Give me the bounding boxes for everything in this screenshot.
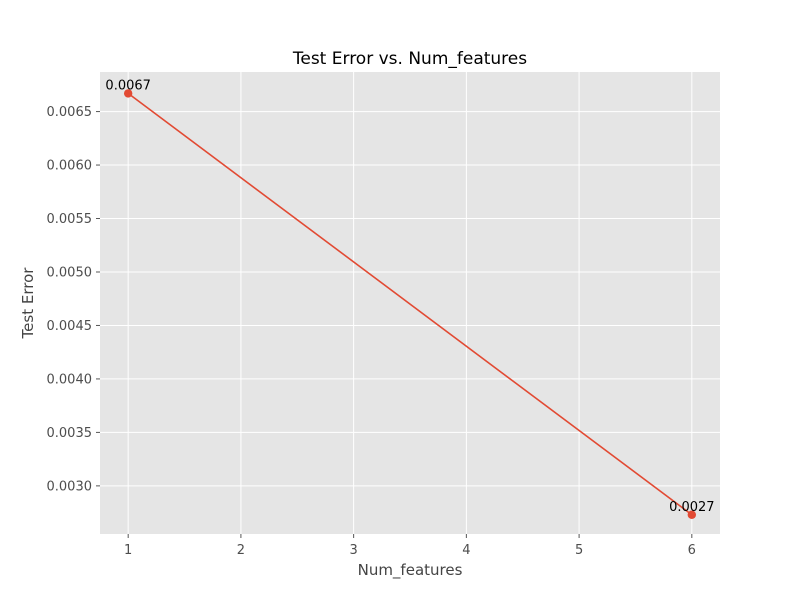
chart-title: Test Error vs. Num_features [292,49,527,69]
series-layer: 0.0067 0.0027 [105,78,715,519]
axis-ticks: 1 2 3 4 5 6 0.0030 0.0035 0.0040 0.0045 0.0050 0.00… [47,105,696,558]
x-tick-label: 5 [575,543,583,558]
x-tick-label: 2 [237,543,245,558]
data-point [123,89,133,98]
y-axis-label: Test Error [19,267,37,340]
y-tick-label: 0.0055 [47,212,93,227]
series-line [127,92,693,516]
x-axis-label: Num_features [358,561,463,580]
y-tick-label: 0.0065 [47,105,93,120]
data-label: 0.0067 [105,78,151,93]
grid [100,72,720,534]
y-tick-label: 0.0040 [47,372,93,387]
data-point [687,510,697,519]
y-tick-label: 0.0060 [47,159,93,174]
y-tick-label: 0.0035 [47,426,93,441]
y-tick-label: 0.0050 [47,265,93,280]
x-tick-label: 4 [462,543,470,558]
x-tick-label: 6 [688,543,696,558]
x-tick-label: 3 [349,543,357,558]
x-tick-label: 1 [124,543,132,558]
data-label: 0.0027 [669,500,715,515]
y-tick-label: 0.0030 [47,479,93,494]
y-tick-label: 0.0045 [47,319,93,334]
